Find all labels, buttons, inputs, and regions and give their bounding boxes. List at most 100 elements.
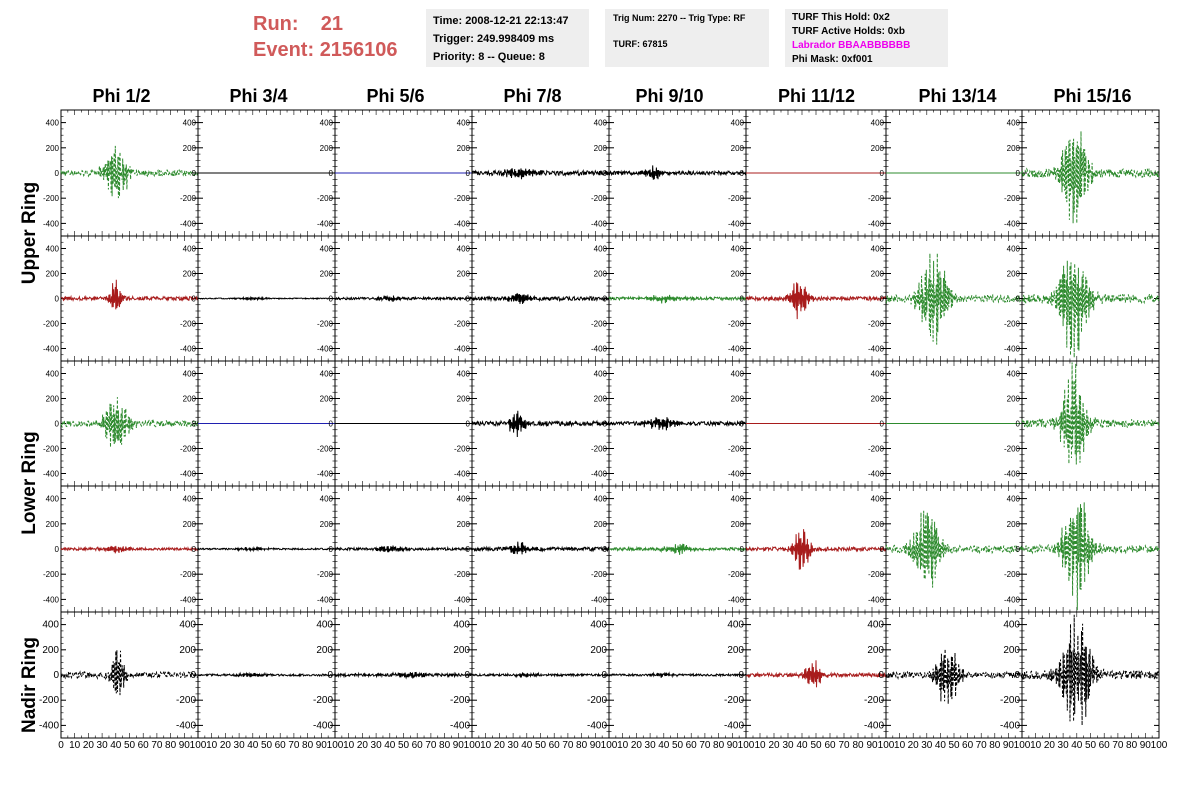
y-tick-label: -200 xyxy=(176,695,196,706)
y-tick-label: -400 xyxy=(864,720,884,731)
y-tick-label: -200 xyxy=(1004,570,1021,579)
waveform-trace-r0-c0 xyxy=(60,145,199,199)
x-tick-label: 10 xyxy=(206,740,218,751)
trigger-info-panel: Trig Num: 2270 -- Trig Type: RF TURF: 67… xyxy=(605,9,769,67)
y-tick-label: -400 xyxy=(591,470,608,479)
x-tick-label: 80 xyxy=(302,740,314,751)
waveform-trace-r0-c7 xyxy=(1021,131,1160,224)
column-header-phi-5-6: Phi 5/6 xyxy=(366,86,425,106)
waveform-trace-r1-c7 xyxy=(1022,260,1160,358)
y-tick-label: 0 xyxy=(1014,670,1020,681)
y-tick-label: 0 xyxy=(466,169,471,178)
x-tick-label: 50 xyxy=(124,740,136,751)
y-tick-label: -200 xyxy=(1004,194,1021,203)
y-tick-label: -200 xyxy=(454,320,471,329)
y-tick-label: 0 xyxy=(192,420,197,429)
y-tick-label: 0 xyxy=(603,169,608,178)
waveform-trace-r1-c6 xyxy=(885,253,1022,345)
x-tick-label: 0 xyxy=(58,740,64,751)
priority-text: Priority: 8 -- Queue: 8 xyxy=(433,51,545,63)
y-tick-label: -200 xyxy=(728,194,745,203)
y-tick-label: -200 xyxy=(1004,320,1021,329)
y-tick-label: 400 xyxy=(727,620,744,631)
y-tick-label: -200 xyxy=(591,320,608,329)
x-tick-label: 100 xyxy=(1014,740,1031,751)
y-tick-label: 200 xyxy=(46,520,60,529)
y-tick-label: -200 xyxy=(454,445,471,454)
y-tick-label: -400 xyxy=(728,345,745,354)
y-tick-label: 200 xyxy=(594,395,608,404)
y-tick-label: -200 xyxy=(728,445,745,454)
y-tick-label: -400 xyxy=(1004,345,1021,354)
y-tick-label: -200 xyxy=(1004,445,1021,454)
waveform-trace-r3-c4 xyxy=(608,543,747,555)
y-tick-label: 400 xyxy=(731,370,745,379)
y-tick-label: -200 xyxy=(591,570,608,579)
y-tick-label: 200 xyxy=(46,395,60,404)
waveform-trace-r3-c7 xyxy=(1021,502,1160,611)
y-tick-label: -200 xyxy=(591,445,608,454)
column-header-phi-1-2: Phi 1/2 xyxy=(92,86,151,106)
turf-active-holds-text: TURF Active Holds: 0xb xyxy=(792,26,905,37)
x-tick-label: 20 xyxy=(1044,740,1056,751)
x-tick-label: 90 xyxy=(866,740,878,751)
y-tick-label: -200 xyxy=(868,570,885,579)
x-tick-label: 60 xyxy=(824,740,836,751)
x-tick-label: 90 xyxy=(727,740,739,751)
y-tick-label: -200 xyxy=(180,445,197,454)
y-tick-label: 400 xyxy=(594,370,608,379)
y-tick-label: 0 xyxy=(55,169,60,178)
x-tick-label: 70 xyxy=(699,740,711,751)
y-tick-label: -400 xyxy=(180,219,197,228)
y-tick-label: 200 xyxy=(183,520,197,529)
x-tick-label: 50 xyxy=(810,740,822,751)
y-tick-label: 400 xyxy=(183,245,197,254)
x-tick-label: 80 xyxy=(713,740,725,751)
y-tick-label: -400 xyxy=(454,595,471,604)
y-tick-label: 0 xyxy=(466,545,471,554)
y-tick-label: 200 xyxy=(46,144,60,153)
x-tick-label: 40 xyxy=(935,740,947,751)
x-tick-label: 10 xyxy=(343,740,355,751)
y-tick-label: 400 xyxy=(183,495,197,504)
y-tick-label: -400 xyxy=(43,345,60,354)
trigger-text: Trigger: 249.998409 ms xyxy=(433,33,555,45)
x-tick-label: 50 xyxy=(261,740,273,751)
x-tick-label: 90 xyxy=(590,740,602,751)
waveform-trace-r1-c1 xyxy=(197,295,336,302)
y-tick-label: -400 xyxy=(728,219,745,228)
y-tick-label: 400 xyxy=(871,119,885,128)
y-tick-label: -200 xyxy=(868,320,885,329)
x-tick-label: 100 xyxy=(738,740,755,751)
waveform-grid-chart: 4002000-200-4004002000-200-4004002000-20… xyxy=(39,109,1168,751)
y-tick-label: 400 xyxy=(731,245,745,254)
waveform-trace-r4-c1 xyxy=(197,671,336,678)
y-tick-label: -200 xyxy=(317,194,334,203)
y-tick-label: -400 xyxy=(591,345,608,354)
y-tick-label: 200 xyxy=(871,144,885,153)
x-tick-label: 50 xyxy=(948,740,960,751)
y-tick-label: -400 xyxy=(43,470,60,479)
x-tick-label: 60 xyxy=(412,740,424,751)
waveform-trace-r1-c0 xyxy=(61,279,199,310)
y-tick-label: 200 xyxy=(731,144,745,153)
y-tick-label: 400 xyxy=(320,245,334,254)
y-tick-label: 400 xyxy=(316,620,333,631)
x-tick-label: 30 xyxy=(97,740,109,751)
waveform-trace-r4-c7 xyxy=(1021,614,1160,726)
waveform-trace-r0-c3 xyxy=(471,168,610,180)
x-tick-label: 90 xyxy=(1003,740,1015,751)
y-tick-label: 200 xyxy=(183,395,197,404)
y-tick-label: 200 xyxy=(1007,144,1021,153)
x-tick-label: 30 xyxy=(645,740,657,751)
x-tick-label: 30 xyxy=(508,740,520,751)
y-tick-label: 200 xyxy=(731,395,745,404)
y-tick-label: 0 xyxy=(329,420,334,429)
y-tick-label: 400 xyxy=(1003,620,1020,631)
y-tick-label: -200 xyxy=(317,445,334,454)
y-tick-label: 200 xyxy=(871,270,885,279)
y-tick-label: 200 xyxy=(590,645,607,656)
waveform-trace-r3-c3 xyxy=(471,541,609,555)
x-tick-label: 70 xyxy=(151,740,163,751)
y-tick-label: 200 xyxy=(457,520,471,529)
